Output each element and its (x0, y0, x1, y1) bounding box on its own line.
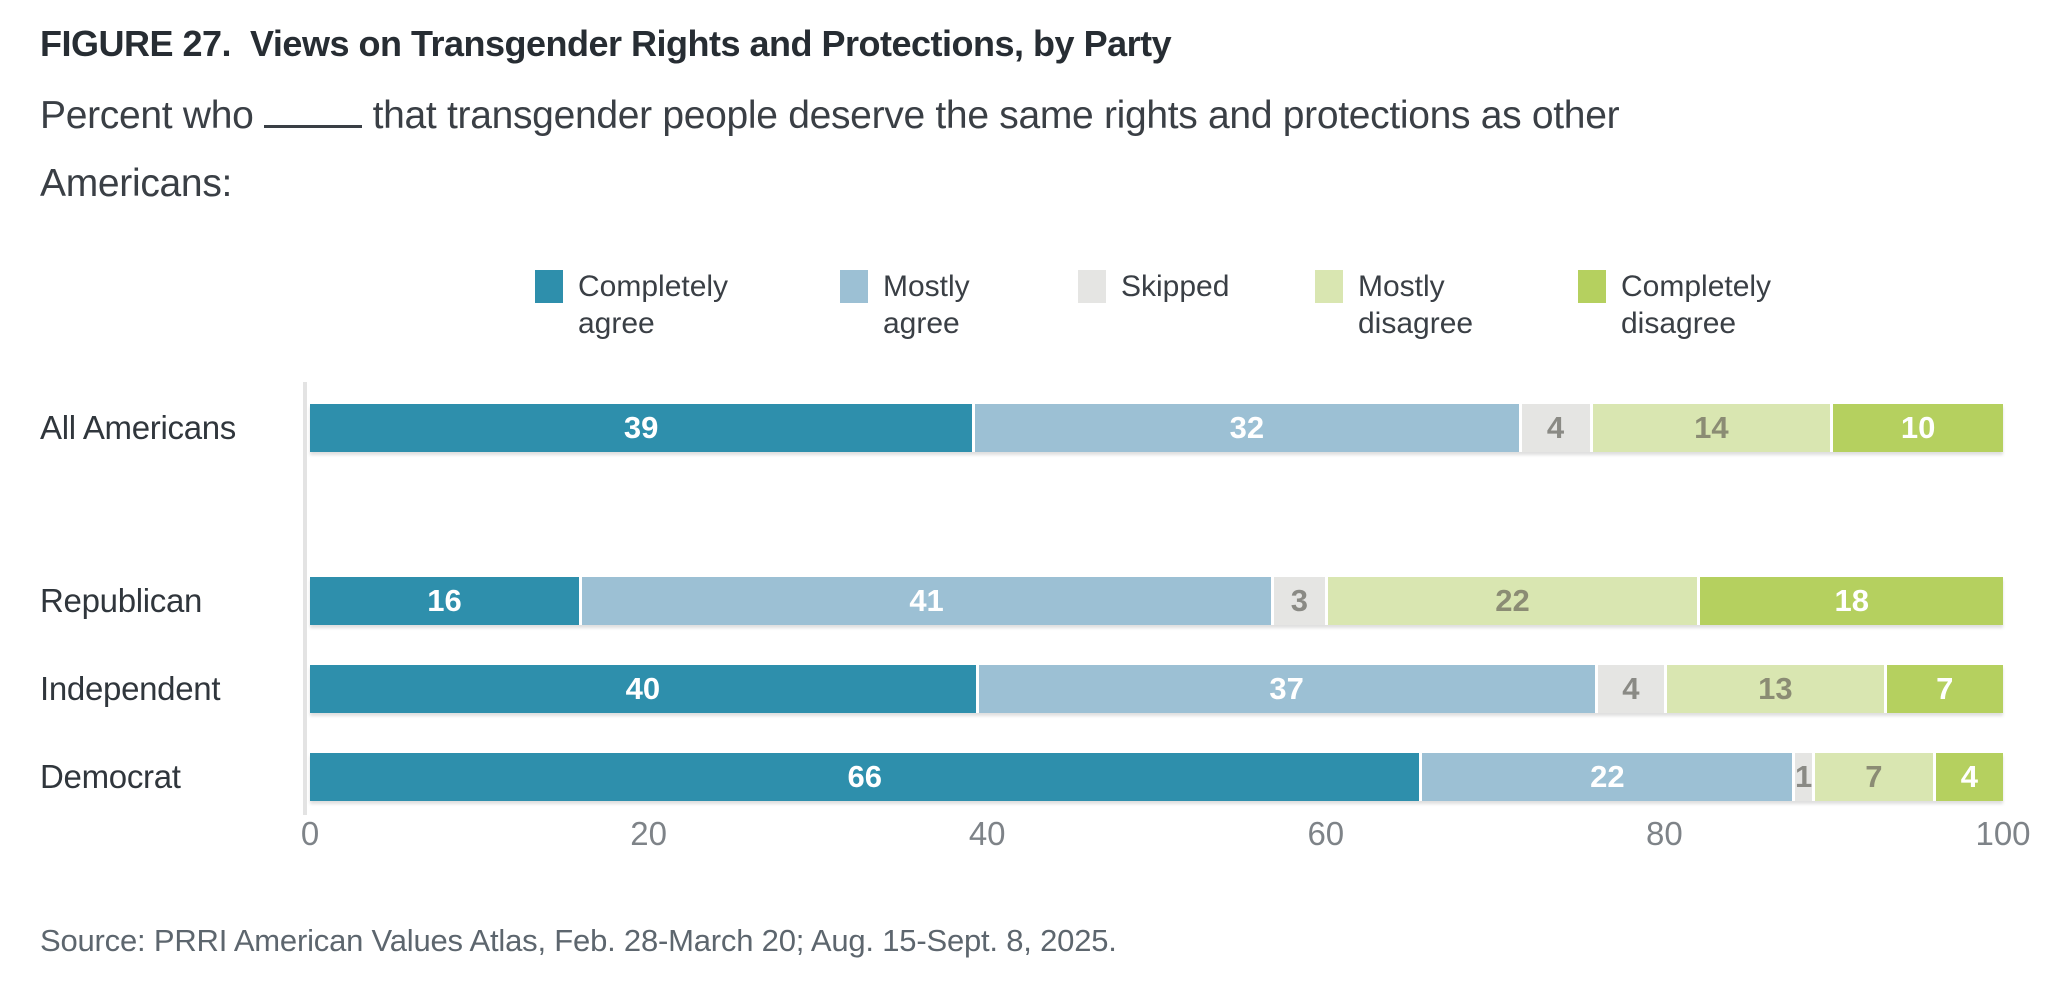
bar-stack: 16 41 3 22 18 (310, 577, 2003, 625)
bar-value-label: 7 (1865, 759, 1883, 794)
bar-segment: 14 (1592, 404, 1831, 452)
bar-segment: 41 (581, 577, 1272, 625)
bar-segment: 10 (1833, 404, 2004, 452)
figure-container: FIGURE 27. Views on Transgender Rights a… (40, 23, 2031, 958)
legend-item: Completely agree (535, 268, 840, 342)
bar-value-label: 1 (1795, 759, 1813, 794)
legend-label-line: Completely (1621, 270, 1772, 303)
legend-label-line: agree (578, 307, 655, 340)
bar-value-label: 4 (1622, 671, 1640, 706)
bar-segment: 1 (1795, 753, 1812, 801)
legend-label-line: Mostly (883, 270, 970, 303)
bar-value-label: 4 (1960, 759, 1978, 794)
category-label: Democrat (40, 758, 181, 795)
legend-item-label: Skipped (1121, 268, 1229, 305)
bar-segment: 39 (310, 404, 973, 452)
legend-label-line: Completely (578, 270, 729, 303)
bar-value-label: 66 (847, 759, 882, 794)
bar-segment: 4 (1597, 665, 1665, 713)
bar-row: Republican 16 41 3 22 18 (40, 577, 2003, 625)
x-axis-tick-label: 20 (630, 815, 667, 852)
legend-label-line: disagree (1621, 307, 1737, 340)
y-axis-line (303, 382, 307, 815)
chart-rows: All Americans 39 32 4 14 10 Republican 16 41 3 22 1… (40, 404, 2004, 801)
legend-item: Mostly agree (840, 268, 1078, 342)
legend-item: Skipped (1078, 268, 1315, 342)
legend-swatch (1578, 270, 1606, 303)
bar-segment: 4 (1521, 404, 1590, 452)
subtitle-suffix: that transgender people deserve the same… (40, 94, 1620, 205)
bar-value-label: 39 (623, 410, 659, 445)
bar-value-label: 14 (1694, 410, 1729, 445)
bar-value-label: 22 (1495, 583, 1530, 618)
blank-line (264, 95, 363, 128)
bar-segment: 32 (975, 404, 1519, 452)
legend-label-line: disagree (1358, 307, 1474, 340)
bar-value-label: 32 (1229, 410, 1265, 445)
bar-row: Democrat 66 22 1 7 4 (40, 753, 2003, 801)
legend-item: Completely disagree (1578, 268, 1771, 342)
bar-value-label: 41 (909, 583, 944, 618)
legend-item: Mostly disagree (1315, 268, 1578, 342)
legend: Completely agree Mostly agree Skipped Mostly d… (535, 268, 2003, 342)
legend-label-line: Skipped (1121, 270, 1230, 303)
bar-segment: 22 (1422, 753, 1793, 801)
bar-stack: 66 22 1 7 4 (310, 753, 2003, 801)
bar-segment: 13 (1667, 665, 1884, 713)
bar-segment: 7 (1886, 665, 2003, 713)
legend-item-label: Completely agree (578, 268, 728, 342)
bar-value-label: 22 (1590, 759, 1625, 794)
bar-segment: 40 (310, 665, 976, 713)
source-note: Source: PRRI American Values Atlas, Feb.… (40, 923, 1117, 958)
category-label: Independent (40, 670, 221, 707)
legend-swatch (535, 270, 563, 303)
figure-title: FIGURE 27. Views on Transgender Rights a… (40, 23, 1172, 64)
legend-swatch (840, 270, 868, 303)
bar-value-label: 37 (1269, 671, 1304, 706)
x-axis-tick-label: 40 (968, 815, 1006, 852)
x-axis: 0 20 40 60 80 100 (301, 815, 2031, 861)
bar-value-label: 13 (1758, 671, 1793, 706)
bar-value-label: 4 (1546, 410, 1565, 445)
category-label: Republican (40, 582, 203, 619)
figure-subtitle: Percent who that transgender people dese… (40, 82, 1690, 218)
bar-segment: 18 (1700, 577, 2003, 625)
bar-value-label: 7 (1936, 671, 1954, 706)
x-axis-tick-label: 0 (300, 815, 320, 852)
category-label: All Americans (40, 409, 237, 446)
legend-label-line: Mostly (1358, 270, 1445, 303)
bar-segment: 37 (978, 665, 1595, 713)
legend-item-label: Completely disagree (1621, 268, 1771, 342)
x-axis-tick-label: 80 (1646, 815, 1683, 852)
bar-value-label: 3 (1290, 583, 1308, 618)
bar-segment: 66 (310, 753, 1420, 801)
bar-value-label: 18 (1834, 583, 1869, 618)
bar-segment: 22 (1327, 577, 1698, 625)
bar-value-label: 10 (1900, 410, 1936, 445)
bar-segment: 7 (1815, 753, 1933, 801)
legend-item-label: Mostly agree (883, 268, 970, 342)
stacked-bar-chart: All Americans 39 32 4 14 10 Republican 16 41 3 22 1… (40, 382, 2004, 815)
bar-segment: 16 (310, 577, 579, 625)
bar-stack: 39 32 4 14 10 (310, 404, 2004, 452)
bar-stack: 40 37 4 13 7 (310, 665, 2003, 713)
bar-value-label: 40 (625, 671, 661, 706)
bar-segment: 4 (1935, 753, 2003, 801)
x-axis-tick-label: 60 (1307, 815, 1345, 852)
bar-segment: 3 (1274, 577, 1325, 625)
legend-swatch (1315, 270, 1343, 303)
bar-row: Independent 40 37 4 13 7 (40, 665, 2003, 713)
legend-item-label: Mostly disagree (1358, 268, 1473, 342)
x-axis-tick-label: 100 (1975, 815, 2031, 852)
subtitle-prefix: Percent who (40, 94, 254, 137)
legend-label-line: agree (883, 307, 960, 340)
bar-row: All Americans 39 32 4 14 10 (40, 404, 2004, 452)
bar-value-label: 16 (427, 583, 462, 618)
legend-swatch (1078, 270, 1106, 303)
